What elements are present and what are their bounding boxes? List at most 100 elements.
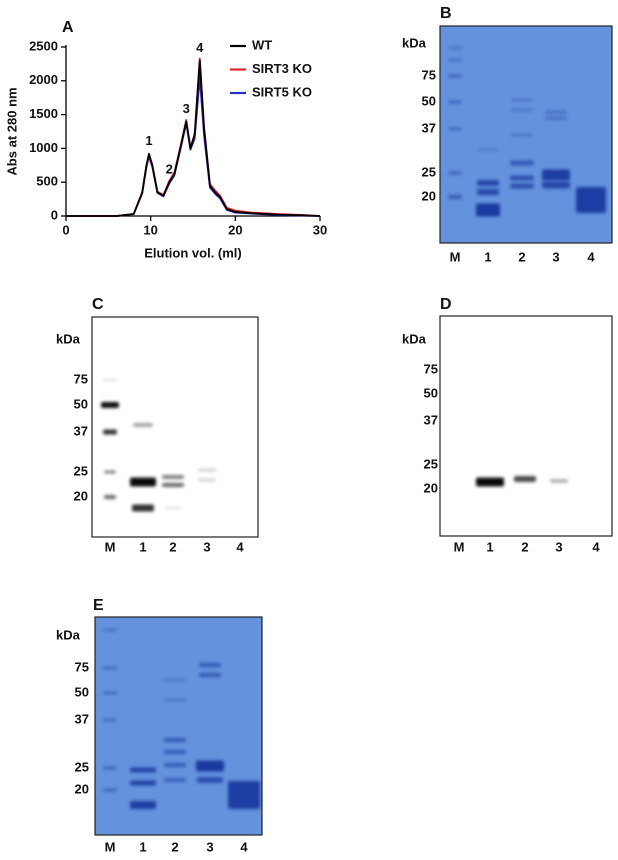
y-tick-label: 500 — [36, 174, 58, 189]
marker-label: 50 — [424, 385, 438, 400]
lane-label: M — [450, 249, 461, 264]
lane-label: 4 — [240, 839, 248, 854]
legend-label: SIRT3 KO — [252, 61, 312, 76]
marker-label: 50 — [75, 684, 89, 699]
lane-label: 3 — [206, 839, 213, 854]
panel-label: A — [62, 19, 74, 36]
gel-band — [448, 171, 462, 175]
gel-band — [162, 475, 184, 479]
gel-band — [164, 763, 186, 767]
marker-label: 37 — [74, 423, 88, 438]
x-tick-label: 20 — [228, 222, 242, 237]
marker-label: 20 — [75, 781, 89, 796]
series-line — [66, 57, 321, 217]
marker-label: 75 — [422, 67, 436, 82]
gel-band — [103, 718, 117, 722]
panel-label: B — [440, 5, 452, 22]
lane-label: 3 — [203, 539, 210, 554]
gel-band — [511, 133, 533, 137]
marker-label: 25 — [74, 463, 88, 478]
lane-label: 3 — [555, 539, 562, 554]
lane-label: 2 — [521, 539, 528, 554]
gel-band — [228, 781, 260, 809]
lane-label: M — [454, 539, 465, 554]
y-tick-label: 1500 — [29, 106, 58, 121]
gel-band — [162, 483, 184, 487]
lane-label: 1 — [484, 249, 491, 264]
lane-label: 2 — [171, 839, 178, 854]
lane-label: 2 — [518, 249, 525, 264]
gel-band — [199, 673, 221, 677]
panel-label: E — [93, 597, 104, 614]
gel-band — [103, 788, 117, 792]
gel-band — [576, 187, 606, 213]
peak-label: 3 — [183, 101, 190, 116]
unit-label: kDa — [402, 35, 427, 50]
marker-label: 75 — [74, 371, 88, 386]
gel-band — [197, 777, 223, 783]
gel-band — [514, 476, 536, 482]
gel-band — [165, 507, 181, 509]
gel-band — [103, 628, 117, 632]
gel-band — [196, 760, 224, 772]
gel-band — [545, 116, 567, 120]
marker-label: 20 — [424, 480, 438, 495]
gel-band — [550, 479, 568, 483]
gel-band — [511, 108, 533, 112]
y-tick-label: 2500 — [29, 38, 58, 53]
gel-band — [510, 175, 534, 181]
gel-image — [91, 316, 259, 538]
panel-label: C — [92, 296, 104, 313]
marker-label: 37 — [422, 120, 436, 135]
gel-band — [199, 663, 221, 667]
lane-label: 4 — [587, 249, 595, 264]
gel-band — [477, 189, 499, 195]
gel-band — [130, 767, 156, 773]
unit-label: kDa — [402, 331, 427, 346]
gel-band — [478, 148, 498, 152]
series-line — [66, 59, 321, 217]
gel-band — [130, 477, 156, 487]
gel-band — [448, 46, 462, 50]
x-tick-label: 10 — [143, 222, 157, 237]
gel-band — [476, 203, 500, 217]
gel-band — [164, 738, 186, 742]
marker-label: 37 — [424, 412, 438, 427]
gel-image — [439, 315, 613, 537]
gel-band — [545, 110, 567, 114]
gel-band — [164, 750, 186, 754]
gel-band — [103, 666, 117, 670]
marker-label: 50 — [74, 396, 88, 411]
unit-label: kDa — [56, 331, 81, 346]
gel-band — [542, 169, 570, 181]
panel-label: D — [440, 296, 452, 313]
gel-band — [164, 678, 186, 682]
gel-band — [198, 478, 216, 482]
lane-label: M — [105, 839, 116, 854]
lane-label: 2 — [169, 539, 176, 554]
y-tick-label: 0 — [51, 207, 58, 222]
x-tick-label: 0 — [62, 222, 69, 237]
gel-band — [103, 429, 117, 435]
gel-band — [132, 504, 154, 512]
gel-band — [103, 691, 117, 695]
marker-label: 20 — [422, 188, 436, 203]
gel-band — [448, 195, 462, 199]
gel-band — [104, 495, 116, 499]
gel-band — [448, 74, 462, 78]
gel-band — [101, 402, 119, 408]
gel-band — [542, 181, 570, 189]
gel-band — [448, 100, 462, 104]
legend-label: WT — [252, 37, 272, 52]
lane-label: 4 — [592, 539, 600, 554]
y-axis-label: Abs at 280 nm — [4, 87, 19, 175]
gel-band — [511, 98, 533, 102]
marker-label: 25 — [75, 759, 89, 774]
gel-band — [103, 766, 117, 770]
gel-band — [510, 160, 534, 166]
marker-label: 25 — [424, 456, 438, 471]
gel-band — [448, 127, 462, 131]
lane-label: 3 — [552, 249, 559, 264]
x-axis-label: Elution vol. (ml) — [144, 245, 242, 260]
